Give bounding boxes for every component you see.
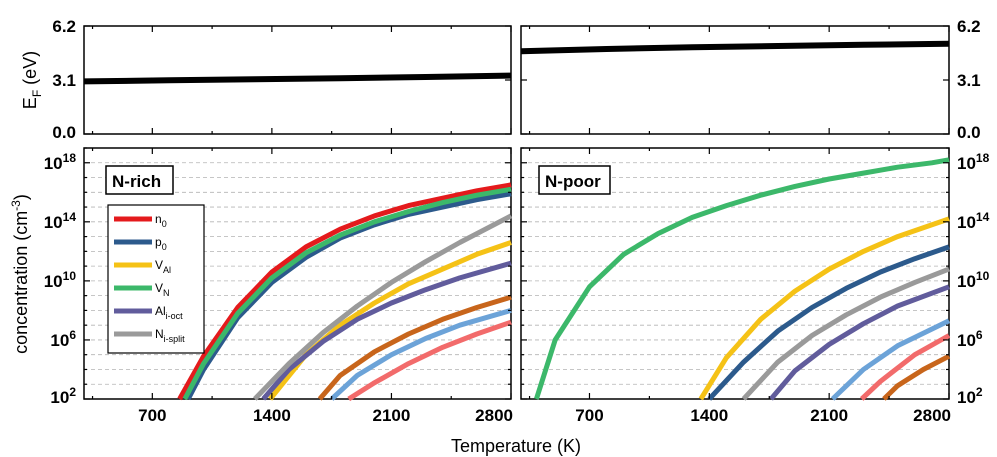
series-line-2-3 xyxy=(182,186,512,401)
legend-label: n0 xyxy=(155,212,167,229)
temperature-axis-title: Temperature (K) xyxy=(451,436,581,456)
x-tick-label: 1400 xyxy=(690,406,728,425)
series-line-2-1 xyxy=(185,191,512,401)
n-rich-label: N-rich xyxy=(112,172,161,191)
y-tick-label: 102 xyxy=(957,385,983,407)
concentration-axis-title: concentration (cm-3) xyxy=(9,194,31,354)
y-tick-label: 106 xyxy=(50,328,76,350)
y-tick-label: 102 xyxy=(50,385,76,407)
y-tick-label: 3.1 xyxy=(957,71,981,90)
y-tick-label: 3.1 xyxy=(52,71,76,90)
y-tick-label: 1014 xyxy=(44,210,77,232)
y-tick-label: 0.0 xyxy=(52,123,76,142)
series-line-2-4 xyxy=(261,260,512,401)
series-line-3-3 xyxy=(741,266,950,401)
x-tick-label: 700 xyxy=(575,406,603,425)
x-tick-label: 1400 xyxy=(253,406,291,425)
y-tick-label: 6.2 xyxy=(52,17,76,36)
series-line-3-4 xyxy=(769,284,950,401)
n-poor-label-box xyxy=(538,165,611,195)
series-line-3-0 xyxy=(534,157,950,400)
y-tick-label: 0.0 xyxy=(957,123,981,142)
series-line-0-0 xyxy=(83,72,512,85)
y-tick-label: 1018 xyxy=(957,151,990,173)
series-line-2-6 xyxy=(317,294,512,401)
legend-label: p0 xyxy=(155,235,167,252)
y-tick-label: 1010 xyxy=(44,269,77,291)
series-line-2-7 xyxy=(330,307,512,401)
series-line-1-0 xyxy=(520,40,950,55)
series-line-2-5 xyxy=(253,213,513,401)
x-tick-label: 2800 xyxy=(913,406,951,425)
y-tick-label: 1014 xyxy=(957,210,990,232)
series-line-3-5 xyxy=(830,318,951,401)
y-tick-label: 1018 xyxy=(44,151,77,173)
y-tick-label: 1010 xyxy=(957,269,990,291)
series-line-3-7 xyxy=(882,353,951,401)
series-line-3-1 xyxy=(698,216,950,401)
x-tick-label: 2800 xyxy=(475,406,513,425)
x-tick-label: 2100 xyxy=(810,406,848,425)
ef-axis-title: EF (eV) xyxy=(20,51,44,109)
x-tick-label: 2100 xyxy=(373,406,411,425)
legend-box xyxy=(107,204,205,354)
y-tick-label: 106 xyxy=(957,328,983,350)
series-line-2-0 xyxy=(177,182,512,401)
x-tick-label: 700 xyxy=(138,406,166,425)
n-rich-label-box xyxy=(105,165,174,195)
y-tick-label: 6.2 xyxy=(957,17,981,36)
series-line-2-8 xyxy=(347,319,512,402)
series-line-3-6 xyxy=(859,333,951,401)
n-poor-label: N-poor xyxy=(545,172,601,191)
series-line-3-2 xyxy=(707,244,950,401)
